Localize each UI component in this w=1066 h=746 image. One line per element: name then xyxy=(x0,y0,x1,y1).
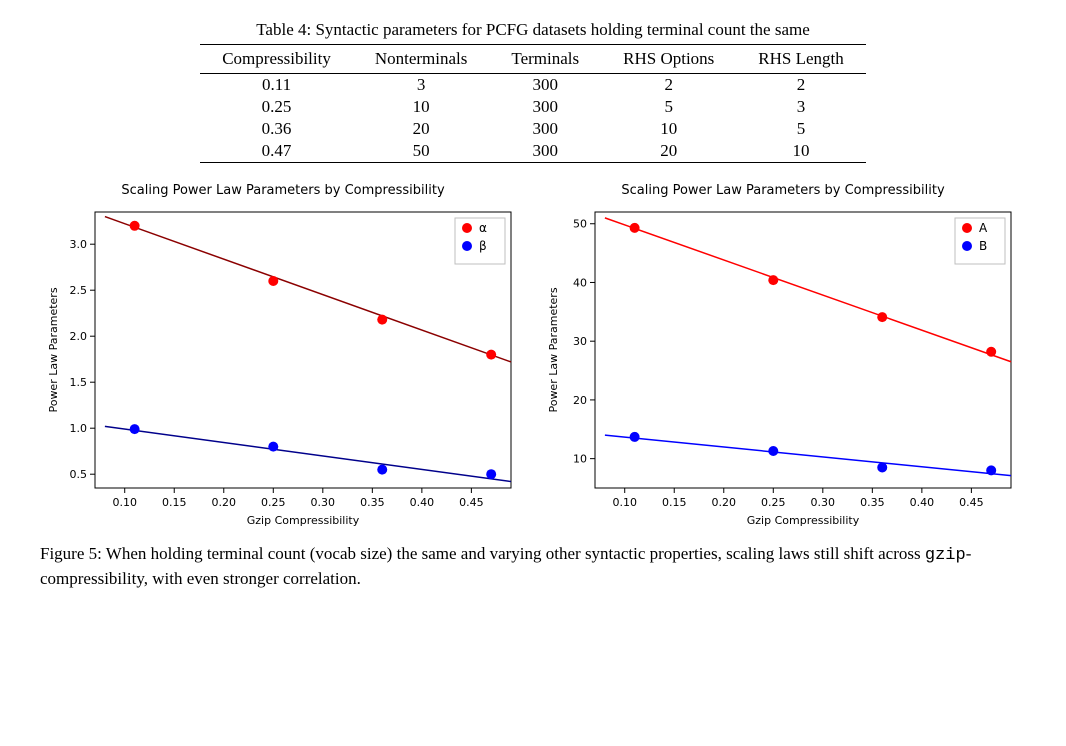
table-cell: 2 xyxy=(736,74,865,97)
table-cell: 2 xyxy=(601,74,736,97)
svg-text:1.5: 1.5 xyxy=(70,376,88,389)
svg-text:α: α xyxy=(479,221,487,235)
svg-text:0.20: 0.20 xyxy=(712,496,737,509)
chart-right-svg: 0.10 0.15 0.20 0.25 0.30 0.35 0.40 0.45 10 20 30 40… xyxy=(543,202,1023,532)
svg-text:Gzip Compressibility: Gzip Compressibility xyxy=(747,514,860,527)
table-cell: 5 xyxy=(736,118,865,140)
svg-text:0.15: 0.15 xyxy=(662,496,687,509)
svg-text:0.10: 0.10 xyxy=(612,496,637,509)
table-cell: 0.36 xyxy=(200,118,353,140)
col-terminals: Terminals xyxy=(489,45,601,74)
svg-text:10: 10 xyxy=(573,453,587,466)
svg-text:0.40: 0.40 xyxy=(410,496,435,509)
svg-text:0.10: 0.10 xyxy=(112,496,137,509)
svg-text:0.45: 0.45 xyxy=(959,496,984,509)
svg-text:0.20: 0.20 xyxy=(212,496,237,509)
chart-left-title: Scaling Power Law Parameters by Compress… xyxy=(43,183,523,198)
svg-text:2.5: 2.5 xyxy=(70,284,88,297)
svg-text:0.15: 0.15 xyxy=(162,496,187,509)
table-cell: 0.11 xyxy=(200,74,353,97)
svg-text:0.30: 0.30 xyxy=(311,496,336,509)
table-cell: 300 xyxy=(489,118,601,140)
svg-text:0.35: 0.35 xyxy=(360,496,385,509)
figure-caption: Figure 5: When holding terminal count (v… xyxy=(40,543,1026,591)
chart-right: Scaling Power Law Parameters by Compress… xyxy=(543,183,1023,533)
table-row: 0.47503002010 xyxy=(200,140,866,163)
table-cell: 3 xyxy=(353,74,490,97)
table-caption: Table 4: Syntactic parameters for PCFG d… xyxy=(40,20,1026,40)
table-cell: 10 xyxy=(736,140,865,163)
table-cell: 50 xyxy=(353,140,490,163)
table-cell: 5 xyxy=(601,96,736,118)
svg-text:Power Law Parameters: Power Law Parameters xyxy=(47,287,60,412)
col-rhs-options: RHS Options xyxy=(601,45,736,74)
svg-text:B: B xyxy=(979,239,987,253)
table-cell: 300 xyxy=(489,140,601,163)
table-cell: 20 xyxy=(601,140,736,163)
table-cell: 20 xyxy=(353,118,490,140)
table-row: 0.11330022 xyxy=(200,74,866,97)
chart-left-svg: 0.10 0.15 0.20 0.25 0.30 0.35 0.40 0.45 0.5 1.0 1.… xyxy=(43,202,523,532)
svg-text:3.0: 3.0 xyxy=(70,238,88,251)
table-row: 0.251030053 xyxy=(200,96,866,118)
svg-text:2.0: 2.0 xyxy=(70,330,88,343)
pcfg-table: Compressibility Nonterminals Terminals R… xyxy=(200,44,866,163)
chart-right-title: Scaling Power Law Parameters by Compress… xyxy=(543,183,1023,198)
table-cell: 300 xyxy=(489,74,601,97)
table-cell: 0.25 xyxy=(200,96,353,118)
chart-left: Scaling Power Law Parameters by Compress… xyxy=(43,183,523,533)
table-cell: 10 xyxy=(353,96,490,118)
col-rhs-length: RHS Length xyxy=(736,45,865,74)
svg-text:30: 30 xyxy=(573,335,587,348)
svg-text:0.35: 0.35 xyxy=(860,496,885,509)
svg-text:0.30: 0.30 xyxy=(811,496,836,509)
svg-text:0.25: 0.25 xyxy=(761,496,786,509)
svg-text:A: A xyxy=(979,221,988,235)
svg-text:0.25: 0.25 xyxy=(261,496,286,509)
table-cell: 10 xyxy=(601,118,736,140)
col-nonterminals: Nonterminals xyxy=(353,45,490,74)
svg-text:0.40: 0.40 xyxy=(910,496,935,509)
table-header-row: Compressibility Nonterminals Terminals R… xyxy=(200,45,866,74)
svg-text:20: 20 xyxy=(573,394,587,407)
svg-text:0.45: 0.45 xyxy=(459,496,484,509)
svg-text:1.0: 1.0 xyxy=(70,422,88,435)
table-cell: 300 xyxy=(489,96,601,118)
svg-text:0.5: 0.5 xyxy=(70,468,88,481)
charts-row: Scaling Power Law Parameters by Compress… xyxy=(40,183,1026,533)
figure-caption-mono: gzip xyxy=(925,546,966,565)
figure-caption-prefix: Figure 5: When holding terminal count (v… xyxy=(40,544,925,563)
svg-text:50: 50 xyxy=(573,218,587,231)
svg-text:40: 40 xyxy=(573,276,587,289)
table-cell: 0.47 xyxy=(200,140,353,163)
table-cell: 3 xyxy=(736,96,865,118)
col-compressibility: Compressibility xyxy=(200,45,353,74)
table-row: 0.3620300105 xyxy=(200,118,866,140)
svg-text:Power Law Parameters: Power Law Parameters xyxy=(547,287,560,412)
svg-text:β: β xyxy=(479,239,487,253)
svg-text:Gzip Compressibility: Gzip Compressibility xyxy=(247,514,360,527)
